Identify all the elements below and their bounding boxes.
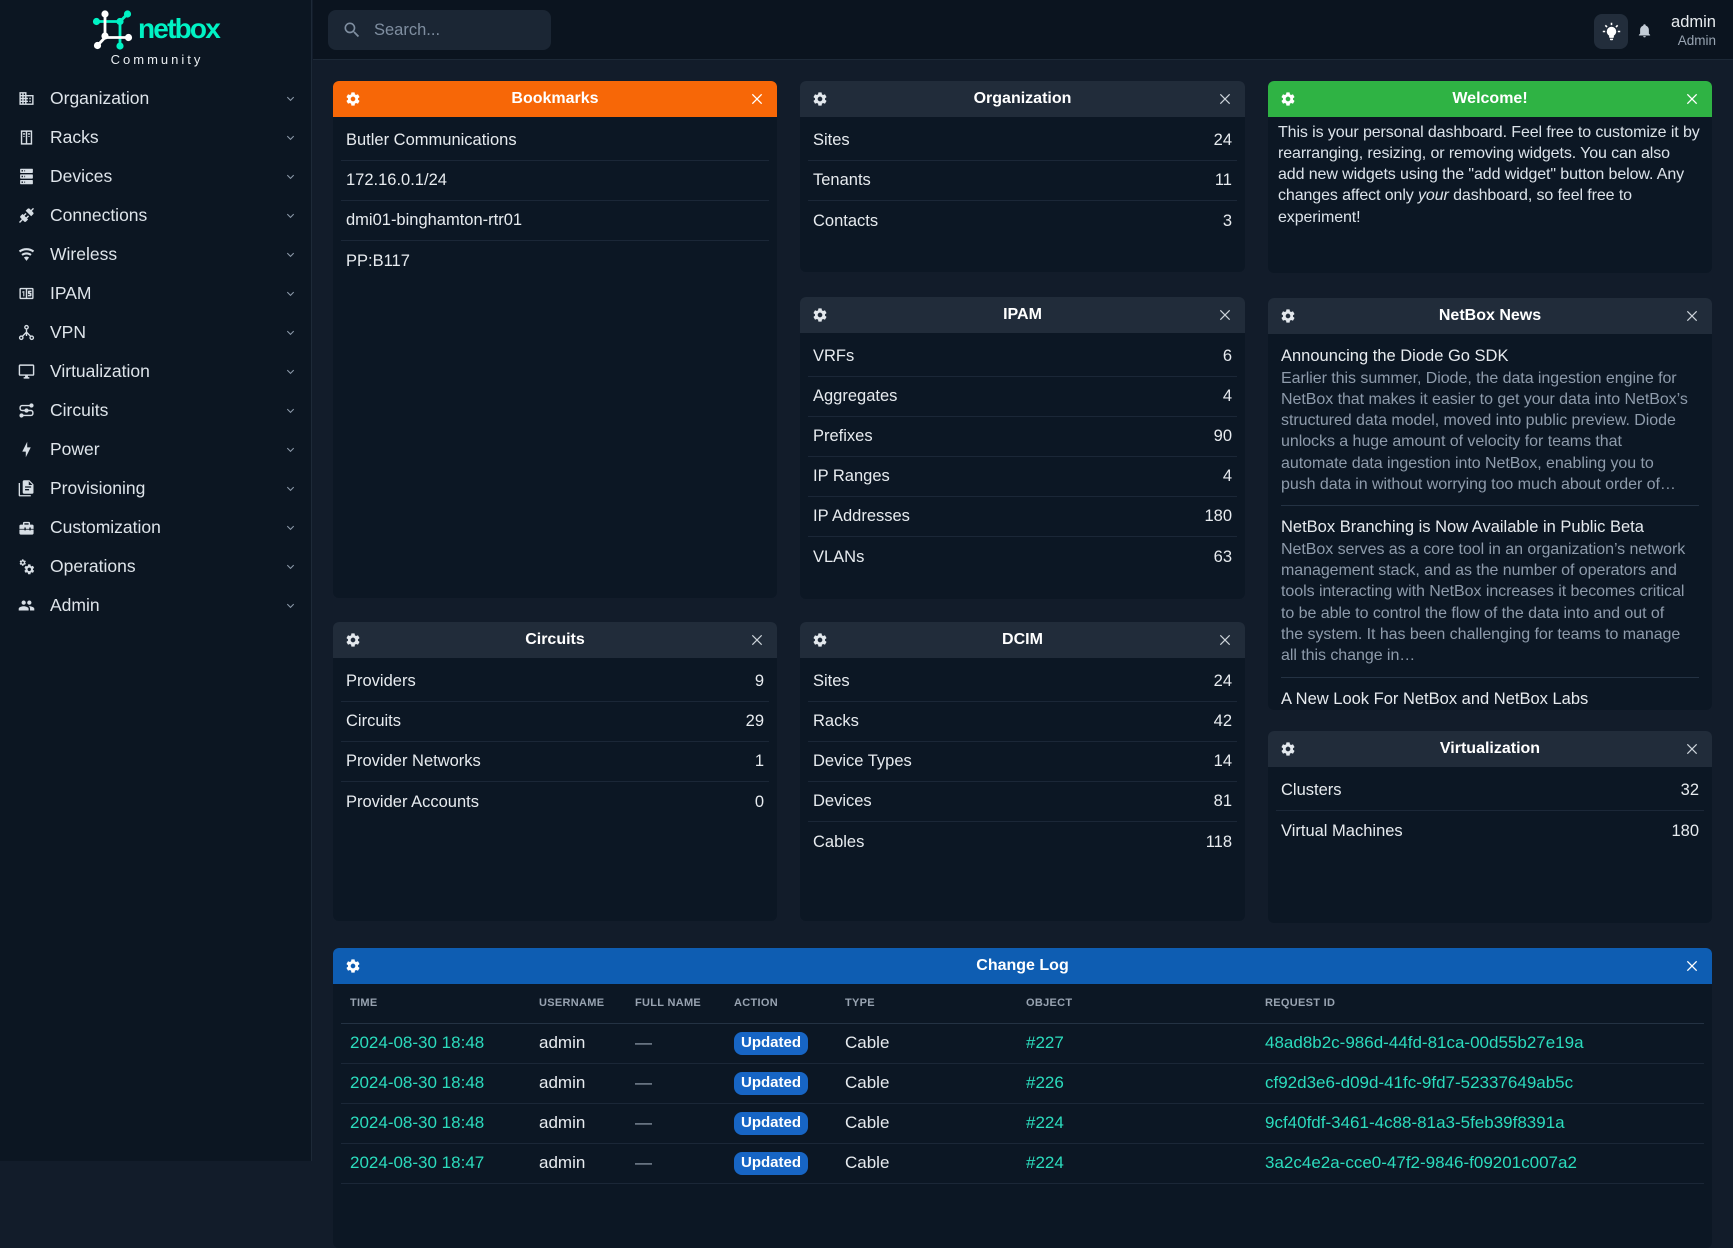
svg-text:netbox: netbox: [138, 13, 221, 44]
